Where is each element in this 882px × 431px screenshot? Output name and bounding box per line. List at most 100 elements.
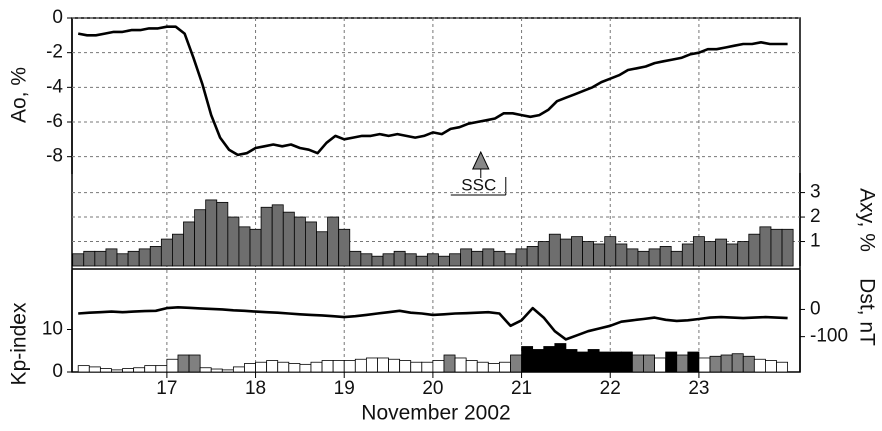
bar — [155, 365, 168, 373]
bar — [360, 253, 373, 267]
bar — [310, 361, 323, 373]
bar — [559, 238, 572, 267]
bar — [576, 351, 589, 373]
bar — [122, 368, 135, 373]
bar — [449, 253, 462, 267]
data-line — [77, 25, 788, 157]
bar — [742, 355, 755, 373]
bar — [548, 233, 561, 267]
bar — [587, 349, 600, 373]
bar — [249, 228, 262, 267]
bar — [205, 199, 218, 267]
bar — [365, 357, 378, 373]
bar — [648, 248, 661, 267]
bar — [282, 211, 295, 267]
bar — [454, 357, 467, 373]
bar — [94, 250, 107, 267]
bar — [255, 361, 268, 373]
bar — [776, 361, 788, 373]
bar — [687, 351, 700, 373]
bar — [399, 360, 412, 373]
bar — [349, 250, 362, 267]
y-axis-label: Dst, nT — [855, 278, 878, 346]
bar — [482, 248, 495, 267]
bar — [183, 221, 195, 267]
bar — [681, 243, 694, 267]
bar — [704, 241, 716, 267]
bar — [321, 360, 334, 373]
bar — [138, 248, 151, 267]
bar — [753, 358, 766, 373]
y-tick-label: -2 — [46, 42, 63, 63]
bar — [410, 361, 423, 373]
bar — [654, 357, 667, 373]
bar — [510, 354, 522, 373]
bar — [105, 248, 118, 267]
y-tick-label: 1 — [810, 231, 821, 252]
y-axis-label: Kp-index — [8, 302, 31, 385]
bar — [499, 361, 511, 373]
bar — [565, 349, 578, 373]
bar — [676, 354, 689, 373]
bar — [726, 243, 739, 267]
y-tick-label: -100 — [810, 326, 848, 347]
bar — [487, 363, 500, 373]
y-tick-label: 10 — [42, 319, 63, 340]
bar — [770, 228, 783, 267]
bar — [127, 250, 140, 267]
bar — [521, 346, 534, 373]
bar — [149, 246, 162, 267]
bar — [665, 351, 678, 373]
bar — [670, 250, 683, 267]
bar — [305, 221, 317, 267]
bar — [598, 351, 611, 373]
bar — [133, 367, 146, 373]
bar — [293, 216, 306, 267]
bar — [465, 360, 478, 373]
bar — [277, 361, 290, 373]
bar — [316, 231, 328, 267]
data-line — [78, 306, 788, 341]
bar — [748, 233, 761, 267]
bar — [393, 250, 406, 267]
bar — [720, 354, 733, 373]
y-tick-label: -6 — [46, 111, 63, 132]
bar — [759, 226, 772, 267]
bar — [582, 241, 595, 267]
bar — [271, 204, 284, 267]
bar — [609, 351, 622, 373]
bar — [709, 355, 722, 373]
bar — [421, 361, 434, 373]
x-tick-label: 23 — [688, 378, 709, 399]
bar — [72, 253, 85, 267]
bar — [537, 241, 550, 267]
bar — [515, 248, 528, 267]
bar — [216, 201, 229, 267]
y-tick-label: 3 — [810, 182, 821, 203]
bar — [160, 238, 173, 267]
bar — [637, 250, 650, 267]
bar — [715, 238, 728, 267]
bar — [781, 228, 794, 267]
y-tick-label: 0 — [810, 298, 821, 319]
bar — [144, 365, 157, 373]
y-tick-label: 0 — [52, 361, 63, 382]
bar — [493, 250, 506, 267]
bar — [765, 360, 777, 373]
bar — [377, 357, 389, 373]
bar — [737, 241, 750, 267]
x-tick-label: 17 — [156, 378, 177, 399]
bar — [371, 255, 384, 267]
bar — [266, 360, 279, 373]
bar — [659, 246, 672, 267]
bar — [438, 255, 450, 267]
bar — [221, 369, 234, 373]
bar — [299, 363, 312, 373]
bar — [426, 253, 439, 267]
x-tick-label: 19 — [334, 378, 355, 399]
bar — [432, 360, 445, 373]
bar — [177, 354, 190, 373]
bar — [388, 358, 401, 373]
bar — [332, 360, 345, 373]
